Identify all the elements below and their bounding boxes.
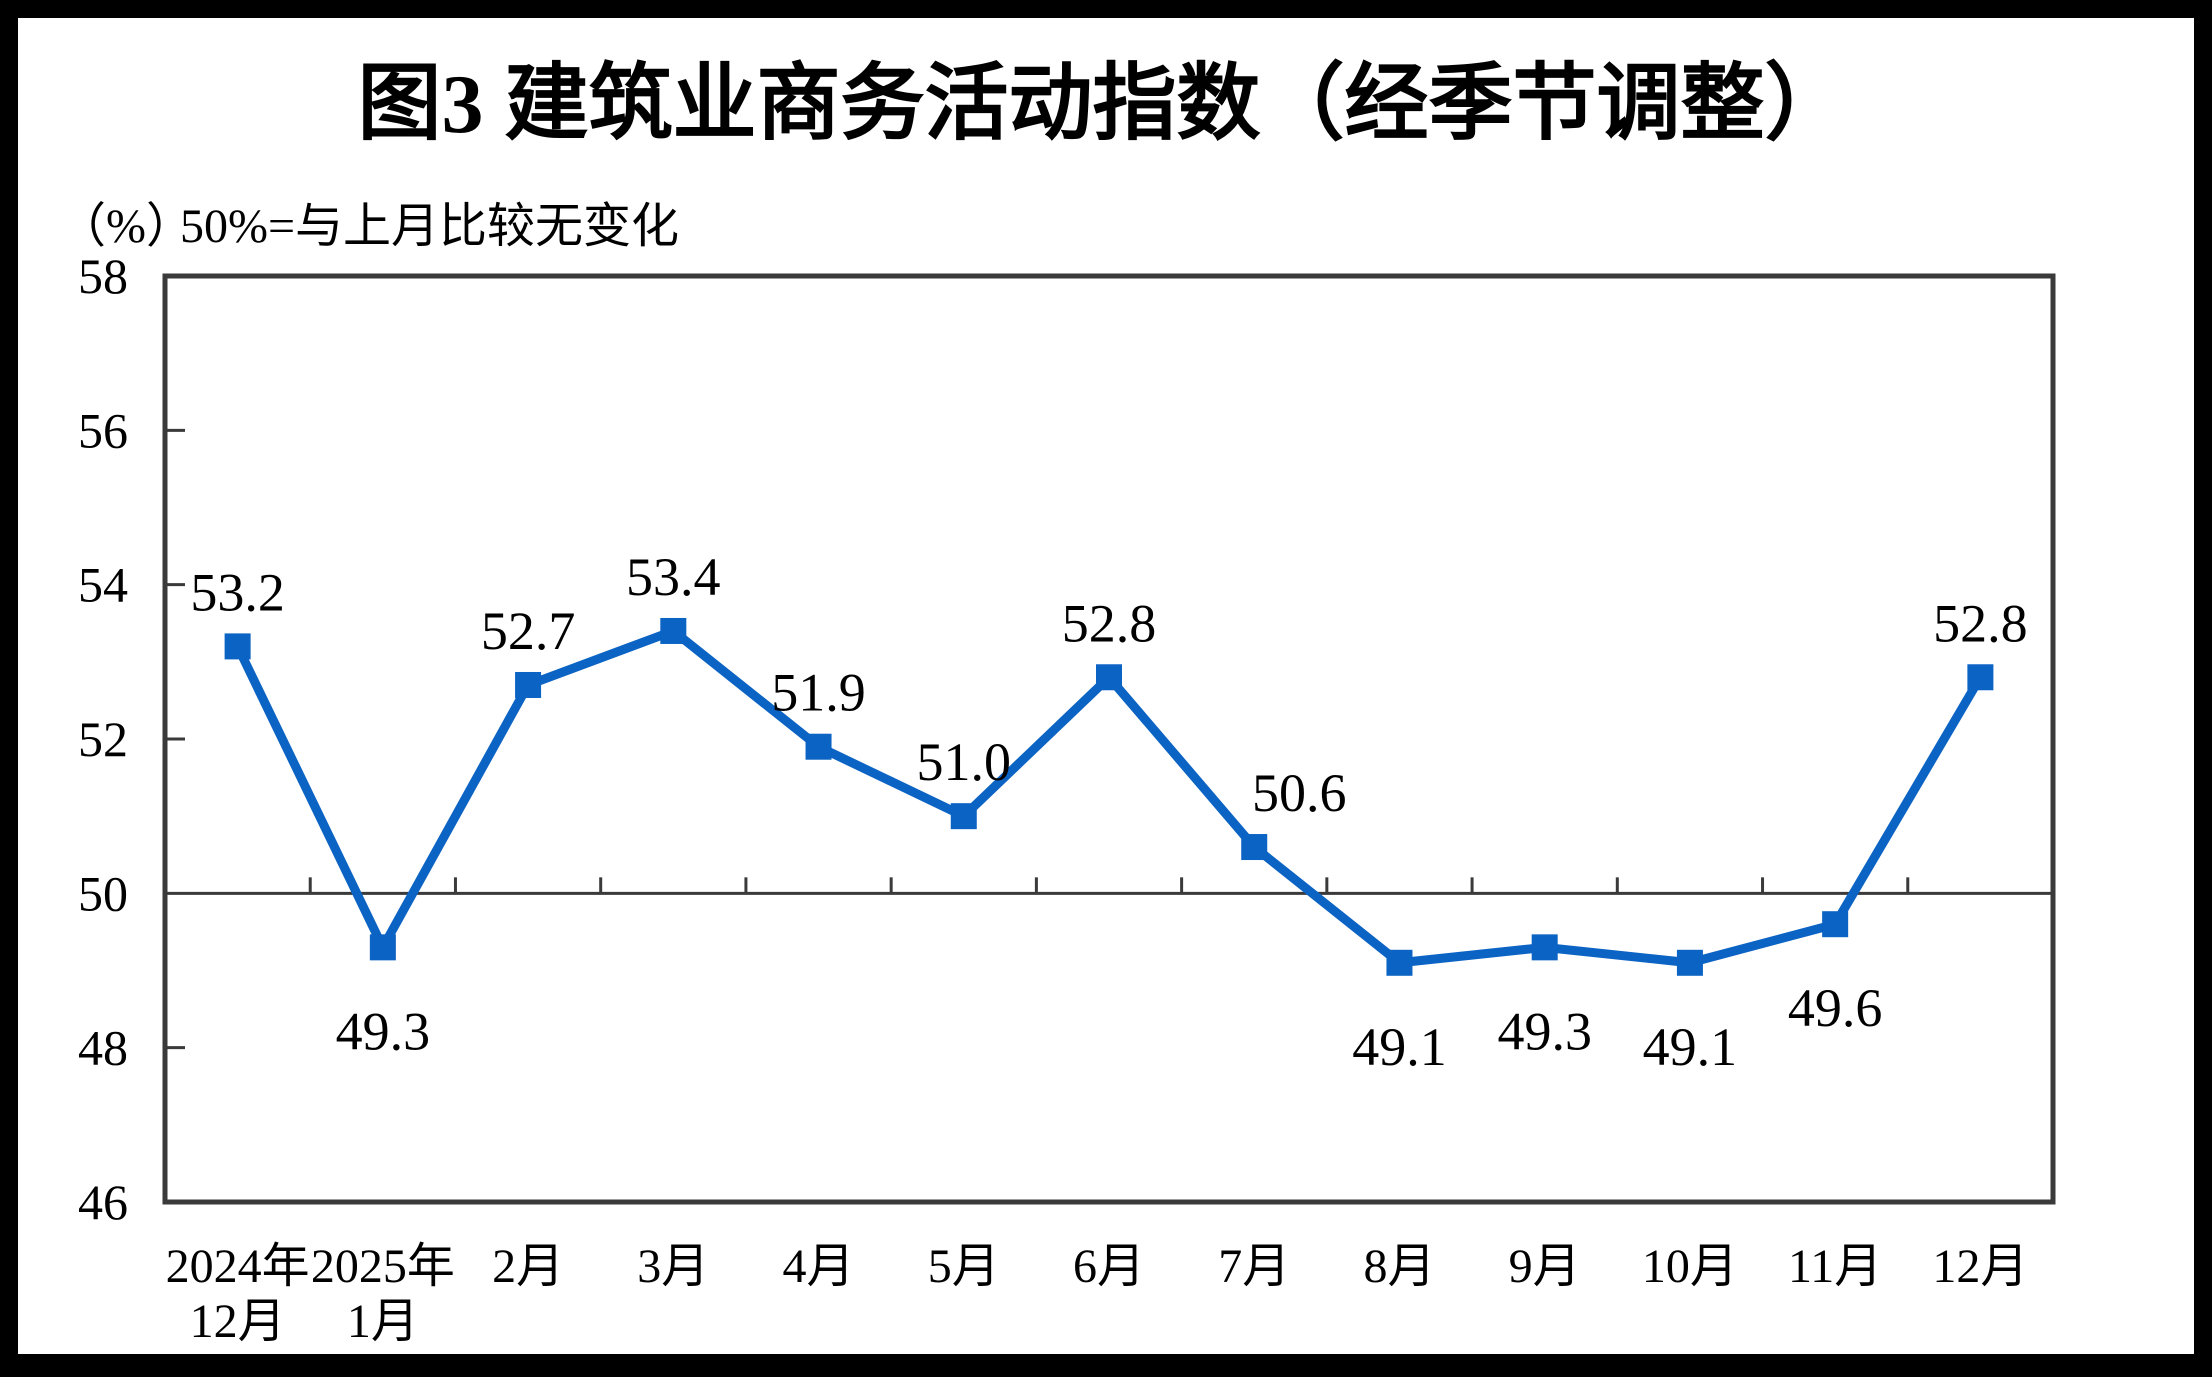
- y-tick-label: 54: [78, 557, 128, 613]
- x-axis-label-line2: 12月: [190, 1295, 286, 1348]
- data-point-label: 53.4: [626, 547, 721, 607]
- data-point-marker: [950, 803, 977, 830]
- x-axis-label: 2024年: [166, 1240, 310, 1293]
- x-axis-label: 10月: [1642, 1240, 1738, 1293]
- x-axis-label: 8月: [1363, 1240, 1435, 1293]
- y-tick-label: 48: [78, 1020, 128, 1076]
- data-point-label: 49.3: [1497, 1001, 1592, 1061]
- y-axis-unit-label: （%）: [58, 200, 194, 253]
- data-point-marker: [805, 733, 832, 760]
- y-tick-label: 52: [78, 711, 128, 767]
- data-point-label: 52.7: [481, 601, 576, 661]
- data-point-marker: [1531, 934, 1558, 961]
- data-point-marker: [369, 934, 396, 961]
- data-point-label: 52.8: [1062, 593, 1157, 653]
- data-point-label: 51.9: [771, 663, 866, 723]
- x-axis-label: 2月: [492, 1240, 564, 1293]
- data-point-label: 52.8: [1933, 593, 2028, 653]
- y-tick-label: 56: [78, 402, 128, 458]
- data-point-marker: [224, 633, 251, 660]
- x-axis-label: 9月: [1509, 1240, 1581, 1293]
- data-point-marker: [1241, 834, 1268, 861]
- data-point-label: 49.1: [1643, 1017, 1738, 1077]
- y-tick-label: 58: [78, 248, 128, 304]
- data-point-marker: [1386, 949, 1413, 976]
- data-point-label: 49.1: [1352, 1017, 1447, 1077]
- data-point-marker: [1967, 664, 1994, 691]
- x-axis-label: 6月: [1073, 1240, 1145, 1293]
- chart-title: 图3 建筑业商务活动指数（经季节调整）: [357, 58, 1848, 151]
- data-point-label: 51.0: [917, 732, 1012, 792]
- x-axis-label: 2025年: [311, 1240, 455, 1293]
- reference-note: 50%=与上月比较无变化: [180, 200, 679, 253]
- x-axis-label: 11月: [1788, 1240, 1882, 1293]
- data-point-marker: [1822, 911, 1849, 938]
- y-tick-label: 50: [78, 865, 128, 921]
- x-axis-label: 7月: [1218, 1240, 1290, 1293]
- data-point-marker: [1676, 949, 1703, 976]
- x-axis-label: 12月: [1932, 1240, 2028, 1293]
- data-point-marker: [1096, 664, 1122, 691]
- data-point-label: 49.6: [1788, 978, 1883, 1038]
- data-point-label: 49.3: [336, 1001, 431, 1061]
- x-axis-label: 3月: [637, 1240, 709, 1293]
- data-point-marker: [515, 671, 542, 698]
- y-tick-label: 46: [78, 1174, 128, 1230]
- data-point-marker: [660, 617, 687, 644]
- data-point-label: 50.6: [1252, 763, 1347, 823]
- x-axis-label: 5月: [928, 1240, 1000, 1293]
- x-axis-label: 4月: [783, 1240, 855, 1293]
- x-axis-label-line2: 1月: [347, 1295, 419, 1348]
- data-point-label: 53.2: [190, 562, 285, 622]
